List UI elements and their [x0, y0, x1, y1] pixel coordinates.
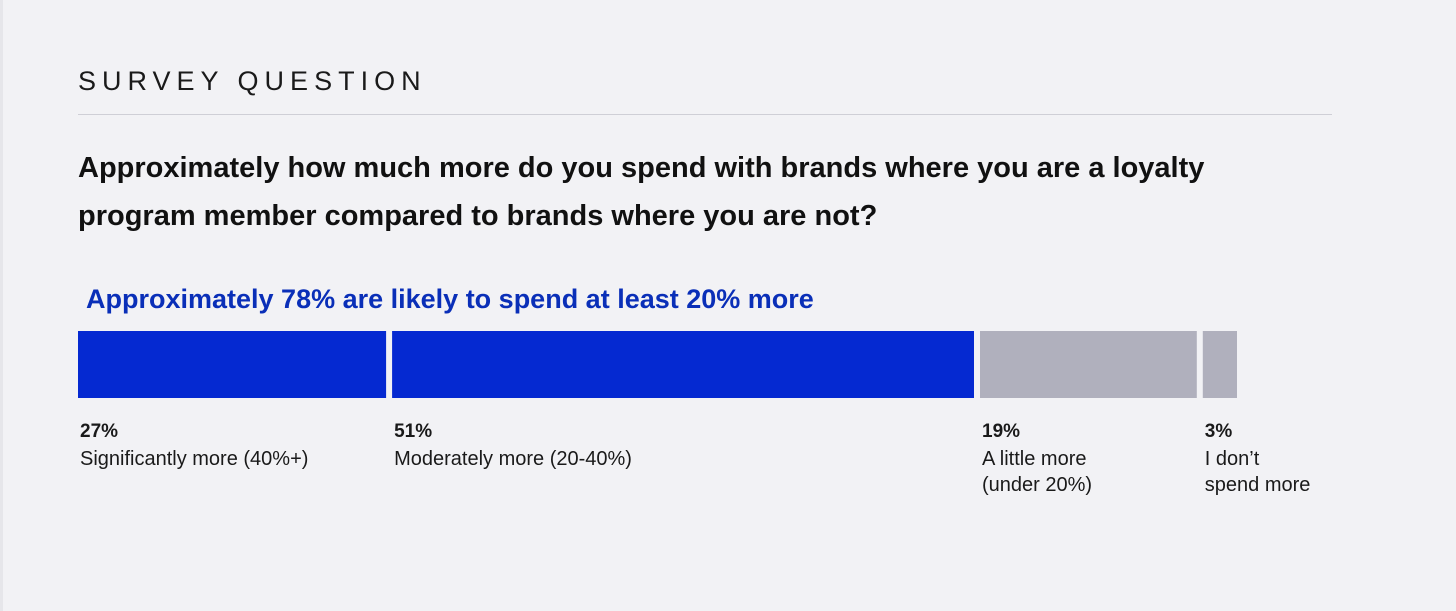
- divider: [78, 114, 1332, 115]
- page-edge: [0, 0, 3, 611]
- bar-segment-4: [1202, 331, 1237, 398]
- bar-segment-2: [392, 331, 975, 398]
- category-label: Significantly more (40%+): [80, 448, 309, 470]
- section-label: SURVEY QUESTION: [78, 66, 427, 96]
- data-label: 19%: [982, 421, 1021, 442]
- chart-title: Approximately 78% are likely to spend at…: [86, 284, 814, 314]
- segment-label-2: 51% Moderately more (20-40%): [394, 420, 632, 472]
- segment-label-4: 3% I don’t spend more: [1205, 420, 1311, 498]
- survey-question: Approximately how much more do you spend…: [78, 152, 1205, 232]
- segment-label-3: 19% A little more (under 20%): [982, 420, 1092, 498]
- category-label: Moderately more (20-40%): [394, 448, 632, 470]
- data-label: 51%: [394, 421, 433, 442]
- data-label: 27%: [80, 421, 119, 442]
- data-label: 3%: [1204, 421, 1233, 442]
- bar-segment-3: [980, 331, 1197, 398]
- category-label: A little more (under 20%): [982, 448, 1093, 496]
- bar-segment-1: [78, 331, 387, 398]
- category-label: I don’t spend more: [1204, 448, 1311, 496]
- segment-label-1: 27% Significantly more (40%+): [80, 420, 308, 472]
